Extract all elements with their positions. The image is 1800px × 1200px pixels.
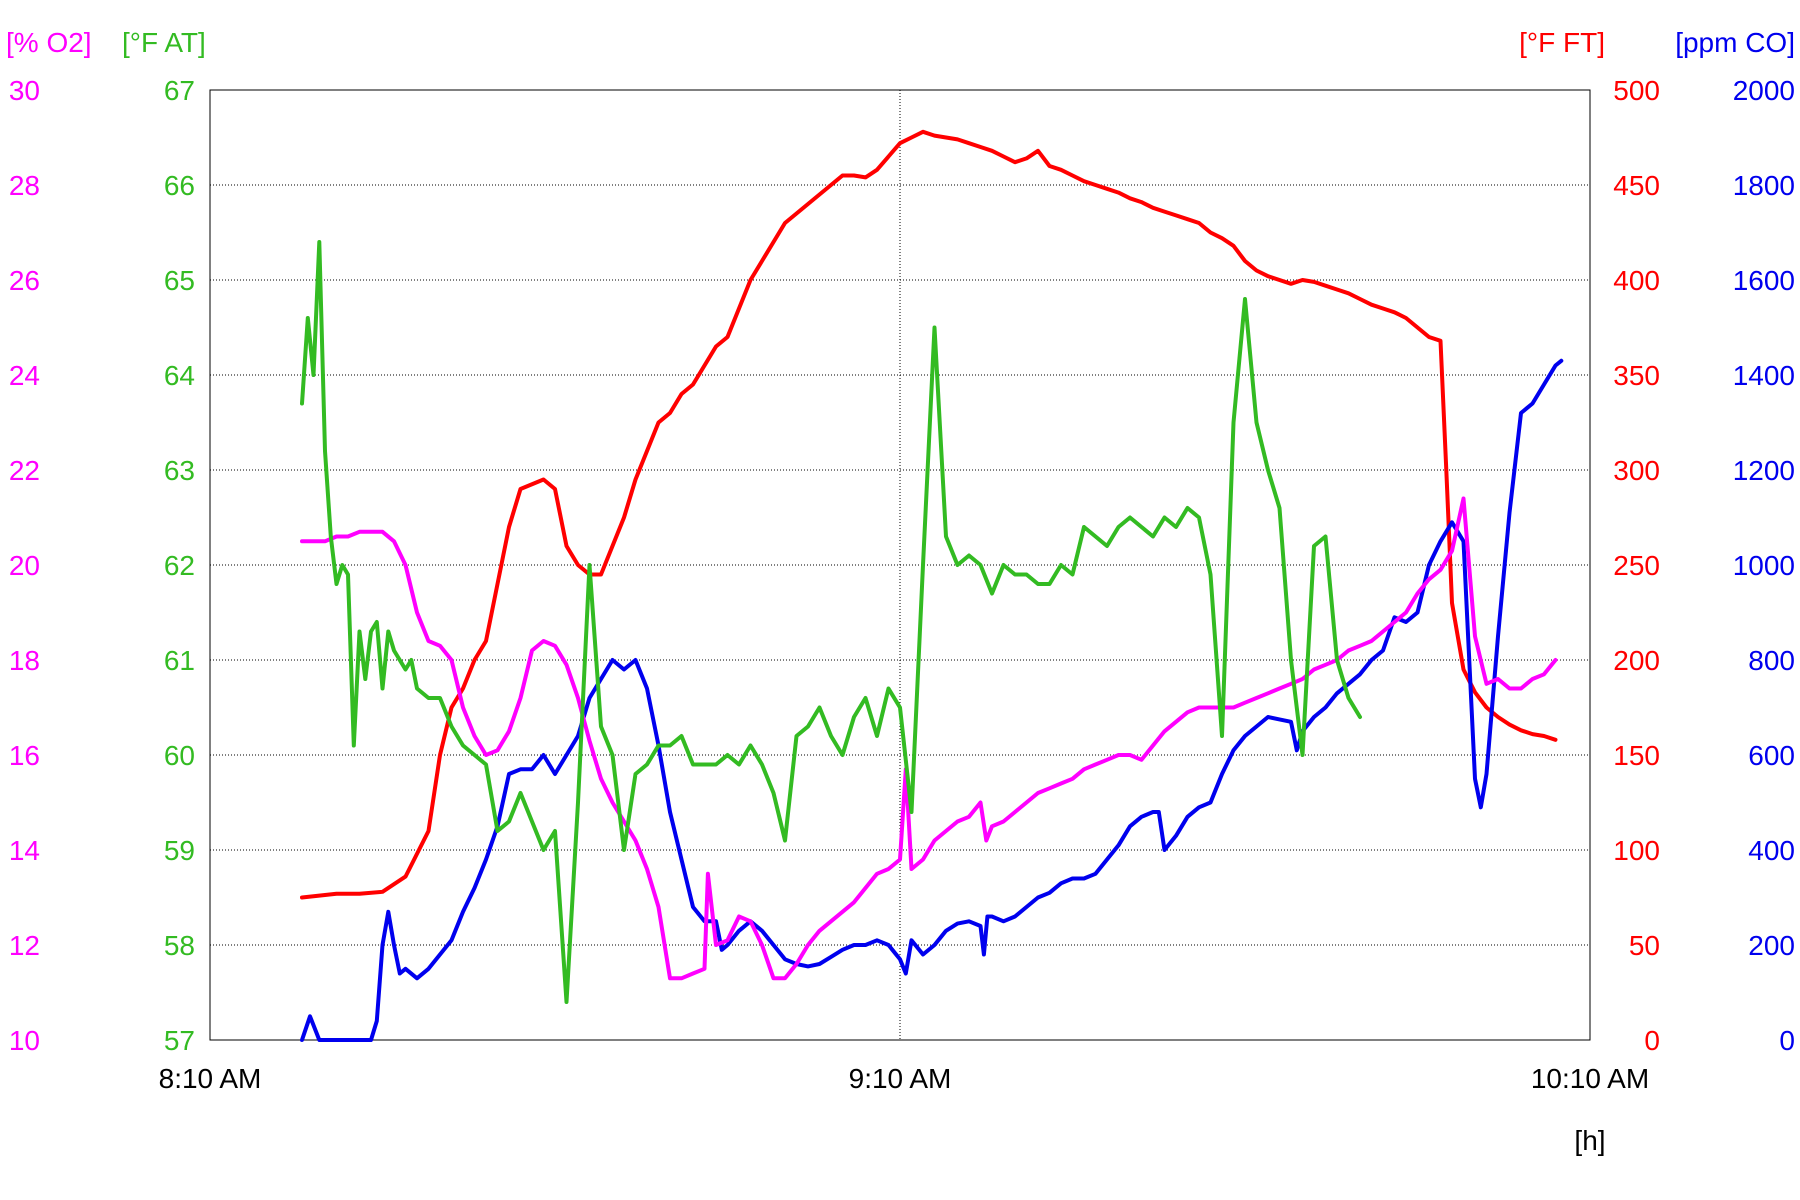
- tick-label-co: 400: [1748, 835, 1795, 866]
- series-line-o2: [300, 496, 1558, 981]
- tick-label-at: 62: [164, 550, 195, 581]
- tick-label-o2: 18: [9, 645, 40, 676]
- series-line-at: [300, 240, 1362, 1004]
- tick-label-co: 2000: [1733, 75, 1795, 106]
- tick-label-ft: 0: [1644, 1025, 1660, 1056]
- tick-label-ft: 250: [1613, 550, 1660, 581]
- tick-label-at: 66: [164, 170, 195, 201]
- tick-label-ft: 100: [1613, 835, 1660, 866]
- x-axis-label: [h]: [1574, 1125, 1605, 1156]
- x-tick-label: 10:10 AM: [1531, 1063, 1649, 1094]
- tick-label-co: 1400: [1733, 360, 1795, 391]
- tick-label-o2: 26: [9, 265, 40, 296]
- axis-title-ft: [°F FT]: [1519, 27, 1605, 58]
- tick-label-at: 61: [164, 645, 195, 676]
- tick-label-o2: 30: [9, 75, 40, 106]
- tick-label-ft: 350: [1613, 360, 1660, 391]
- tick-label-at: 57: [164, 1025, 195, 1056]
- series-line-ft: [300, 129, 1558, 900]
- tick-label-o2: 28: [9, 170, 40, 201]
- tick-label-o2: 24: [9, 360, 40, 391]
- tick-label-co: 1800: [1733, 170, 1795, 201]
- tick-label-o2: 14: [9, 835, 40, 866]
- tick-label-at: 58: [164, 930, 195, 961]
- tick-label-ft: 50: [1629, 930, 1660, 961]
- plot-frame: [209, 89, 1591, 1041]
- tick-label-at: 64: [164, 360, 195, 391]
- tick-label-at: 60: [164, 740, 195, 771]
- x-tick-label: 9:10 AM: [849, 1063, 952, 1094]
- tick-label-ft: 500: [1613, 75, 1660, 106]
- series: [300, 129, 1564, 1042]
- tick-label-co: 0: [1779, 1025, 1795, 1056]
- tick-label-o2: 12: [9, 930, 40, 961]
- tick-label-at: 63: [164, 455, 195, 486]
- tick-label-ft: 450: [1613, 170, 1660, 201]
- tick-label-co: 200: [1748, 930, 1795, 961]
- tick-label-at: 67: [164, 75, 195, 106]
- tick-label-ft: 300: [1613, 455, 1660, 486]
- tick-label-o2: 16: [9, 740, 40, 771]
- tick-label-at: 59: [164, 835, 195, 866]
- tick-label-co: 1600: [1733, 265, 1795, 296]
- tick-label-co: 1000: [1733, 550, 1795, 581]
- tick-label-co: 600: [1748, 740, 1795, 771]
- tick-label-at: 65: [164, 265, 195, 296]
- tick-label-o2: 20: [9, 550, 40, 581]
- grid-lines: [210, 90, 1590, 1040]
- axes: [% O2] 10 12 14 16 18 20 22 24 26 28 30 [°F AT] 57 58 5…: [6, 27, 1795, 1094]
- x-tick-label: 8:10 AM: [159, 1063, 262, 1094]
- axis-title-co: [ppm CO]: [1675, 27, 1795, 58]
- axis-title-o2: [% O2]: [6, 27, 92, 58]
- axis-title-at: [°F AT]: [122, 27, 206, 58]
- series-line-co: [300, 358, 1564, 1042]
- tick-label-ft: 200: [1613, 645, 1660, 676]
- tick-label-co: 1200: [1733, 455, 1795, 486]
- tick-label-co: 800: [1748, 645, 1795, 676]
- tick-label-ft: 400: [1613, 265, 1660, 296]
- tick-label-o2: 22: [9, 455, 40, 486]
- tick-label-ft: 150: [1613, 740, 1660, 771]
- tick-label-o2: 10: [9, 1025, 40, 1056]
